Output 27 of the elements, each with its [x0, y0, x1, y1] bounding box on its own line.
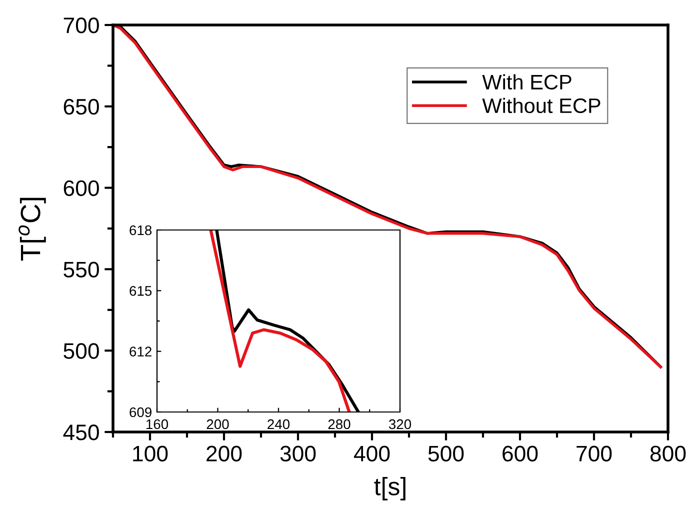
y-tick-label: 618 — [130, 225, 152, 236]
y-tick-label: 609 — [130, 407, 152, 418]
x-tick-label: 100 — [133, 446, 168, 462]
y-tick-label: 650 — [64, 98, 99, 115]
y-axis-title: T[$^{o}$C] — [18, 198, 46, 261]
x-tick-label: 200 — [206, 419, 229, 430]
y-tick-label: 615 — [130, 286, 152, 296]
x-tick-label: 500 — [428, 446, 464, 462]
x-tick-label: 280 — [328, 419, 350, 430]
x-axis-title: t[s] — [374, 477, 406, 500]
y-tick-label: 600 — [64, 180, 99, 196]
y-tick-label: 450 — [63, 424, 99, 440]
y-tick-label: 612 — [130, 346, 152, 357]
y-tick-label: 550 — [64, 262, 99, 278]
legend-label: Without ECP — [482, 98, 600, 114]
x-tick-label: 320 — [388, 419, 412, 430]
y-tick-label: 500 — [64, 343, 99, 359]
x-tick-label: 600 — [502, 446, 538, 462]
x-tick-label: 400 — [354, 446, 390, 462]
x-tick-label: 200 — [206, 446, 242, 462]
legend-label: With ECP — [482, 74, 572, 90]
x-tick-label: 800 — [650, 446, 686, 462]
y-tick-label: 700 — [64, 18, 99, 34]
x-tick-label: 160 — [146, 419, 168, 430]
x-tick-label: 240 — [268, 419, 290, 430]
x-tick-label: 300 — [280, 446, 316, 462]
x-tick-label: 700 — [576, 446, 612, 462]
